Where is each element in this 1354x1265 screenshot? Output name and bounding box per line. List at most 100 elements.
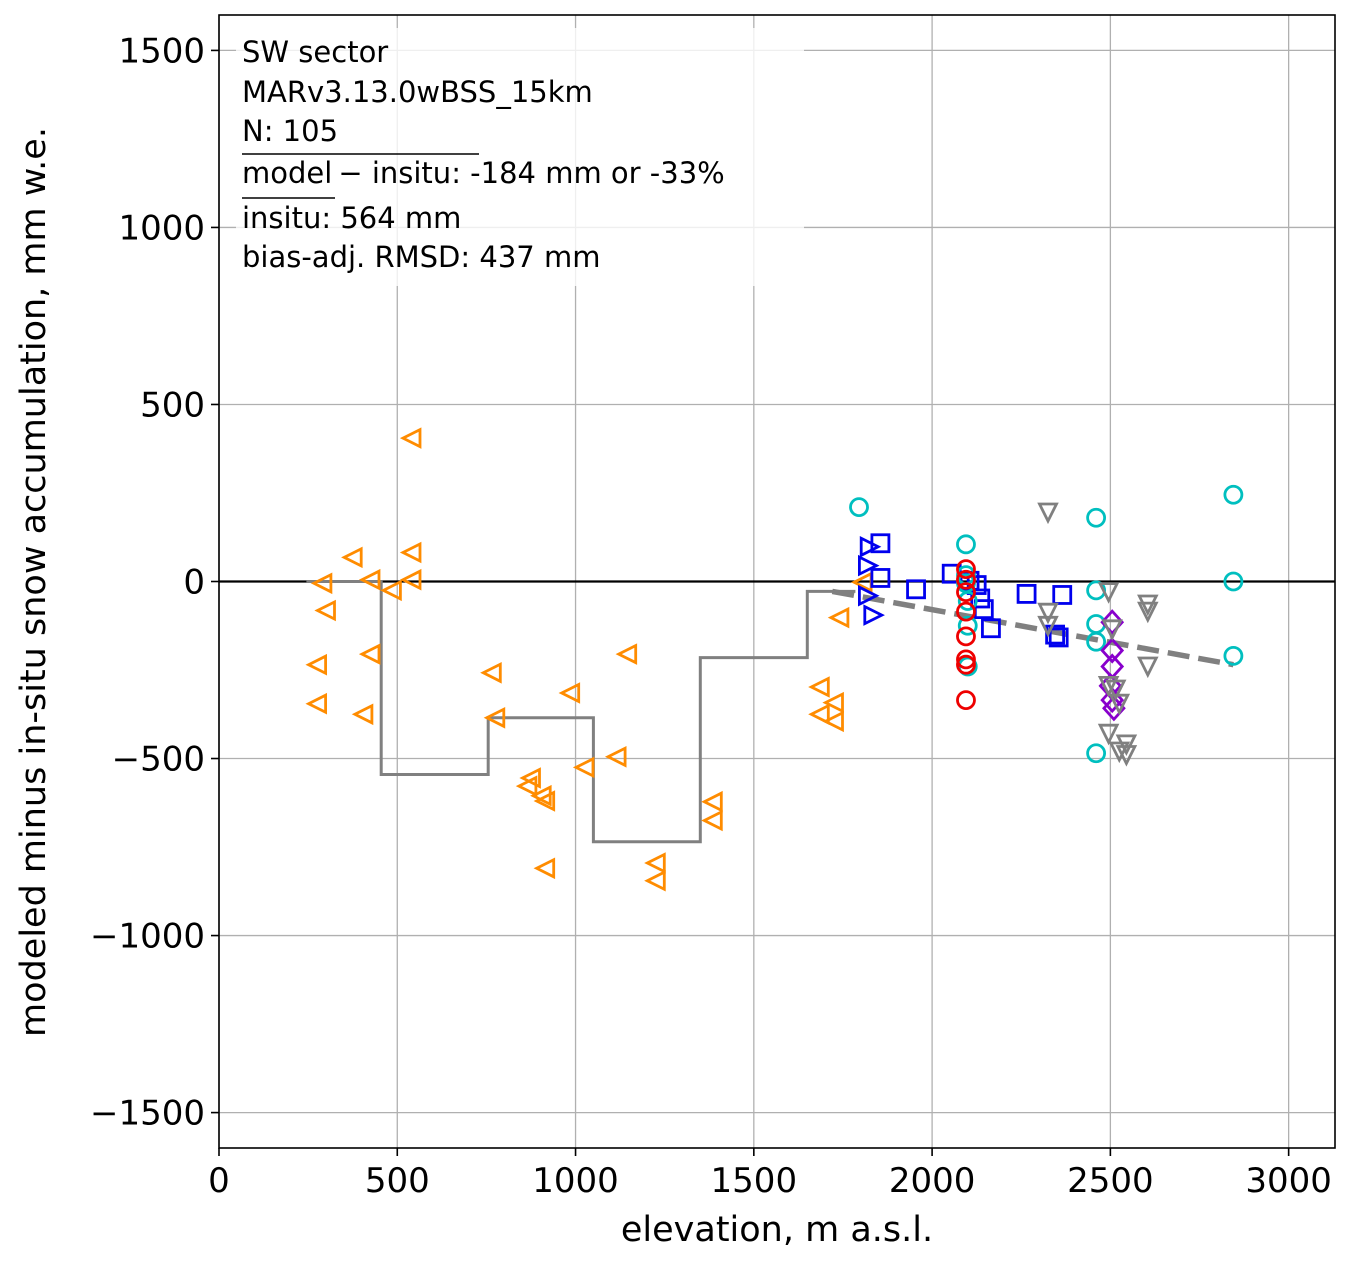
x-tick-label: 1500 bbox=[711, 1161, 798, 1201]
orange-left-triangles-point bbox=[533, 790, 556, 812]
x-tick-label: 2500 bbox=[1067, 1161, 1154, 1201]
purple-diamonds-point bbox=[1100, 609, 1125, 636]
orange-left-triangles-point bbox=[305, 653, 328, 676]
gray-down-triangles-point bbox=[1097, 582, 1120, 604]
linear-trend bbox=[831, 588, 1234, 668]
gray-down-triangles-point bbox=[1037, 615, 1059, 638]
orange-left-triangles-point bbox=[519, 767, 541, 789]
orange-left-triangles-point bbox=[701, 790, 723, 813]
annotation-model: MARv3.13.0wBSS_15km bbox=[242, 75, 593, 109]
gray-down-triangles-point bbox=[1104, 679, 1127, 702]
y-tick-label: 500 bbox=[140, 385, 205, 425]
orange-left-triangles-point bbox=[533, 857, 556, 880]
red-circles-point bbox=[956, 654, 976, 675]
orange-left-triangles-point bbox=[358, 643, 381, 665]
orange-left-triangles-point bbox=[305, 692, 328, 715]
x-tick-label: 1000 bbox=[532, 1161, 619, 1201]
blue-squares-point bbox=[870, 568, 891, 588]
red-circles-point bbox=[956, 569, 976, 590]
orange-left-triangles-point bbox=[615, 643, 638, 665]
y-tick-label: 1500 bbox=[118, 31, 205, 71]
gray-down-triangles-point bbox=[1097, 723, 1120, 746]
binned-mean-step bbox=[306, 580, 856, 844]
red-circles-point bbox=[956, 582, 976, 603]
cyan-circles-point bbox=[957, 615, 978, 636]
annotation-bias: model − insitu: -184 mm or -33% bbox=[242, 156, 725, 190]
red-circles-point bbox=[956, 626, 976, 647]
orange-left-triangles-point bbox=[644, 852, 666, 874]
annotation-bias-rest: − insitu bbox=[338, 156, 451, 190]
gray-down-triangles-point bbox=[1115, 745, 1138, 767]
data-markers bbox=[305, 427, 1244, 892]
x-tick-label: 500 bbox=[365, 1161, 430, 1201]
annotation-mean-value: : 564 mm bbox=[321, 201, 461, 235]
blue-squares-point bbox=[981, 618, 1001, 639]
cyan-circles-point bbox=[1223, 484, 1244, 505]
y-axis-label: modeled minus in-situ snow accumulation,… bbox=[14, 127, 54, 1037]
orange-left-triangles-point bbox=[822, 710, 844, 733]
gray-down-triangles-point bbox=[1037, 602, 1059, 625]
blue-squares-point bbox=[870, 533, 891, 554]
y-tick-label: −1500 bbox=[90, 1094, 205, 1134]
cyan-circles-point bbox=[957, 591, 978, 611]
gray-down-triangles-point bbox=[1137, 656, 1159, 679]
blue-squares-point bbox=[1048, 627, 1069, 648]
orange-left-triangles-point bbox=[644, 869, 666, 892]
annotation-box bbox=[236, 28, 804, 286]
orange-left-triangles-point bbox=[822, 691, 844, 714]
blue-squares-point bbox=[906, 579, 926, 600]
red-circles-point bbox=[956, 690, 976, 711]
gray-down-triangles-point bbox=[1115, 734, 1138, 757]
orange-left-triangles-point bbox=[572, 756, 595, 779]
orange-left-triangles-point bbox=[604, 746, 627, 768]
orange-left-triangles-point bbox=[558, 682, 581, 704]
cyan-circles-point bbox=[1223, 571, 1244, 592]
orange-left-triangles-point bbox=[483, 707, 506, 729]
y-tick-label: 0 bbox=[183, 563, 205, 603]
red-circles-point bbox=[956, 649, 976, 670]
orange-left-triangles-point bbox=[351, 703, 374, 726]
annotation-n: N: 105 bbox=[242, 114, 338, 148]
orange-left-triangles-point bbox=[341, 546, 363, 569]
axis-ticks: 0 500 1000 1500 2000 2500 3000 −1500 −1000 −500 0 5… bbox=[90, 31, 1332, 1201]
y-tick-label: −500 bbox=[112, 740, 205, 780]
orange-left-triangles-point bbox=[808, 676, 830, 698]
red-circles-point bbox=[956, 559, 976, 580]
orange-left-triangles-point bbox=[827, 606, 850, 629]
blue-right-triangles-point bbox=[858, 584, 880, 607]
gray-down-triangles-point bbox=[1101, 619, 1123, 641]
annotation-mean-overlined: insitu bbox=[242, 201, 321, 235]
orange-left-triangles-point bbox=[380, 579, 402, 602]
gray-down-triangles-point bbox=[1108, 741, 1131, 764]
orange-left-triangles-point bbox=[515, 775, 538, 797]
blue-right-triangles-point bbox=[858, 554, 880, 577]
cyan-circles-point bbox=[1086, 631, 1107, 652]
orange-left-triangles-point bbox=[808, 703, 830, 726]
y-tick-label: 1000 bbox=[118, 208, 205, 248]
cyan-circles-point bbox=[956, 534, 976, 555]
annotation-mean: insitu: 564 mm bbox=[242, 201, 461, 235]
blue-right-triangles-point bbox=[863, 604, 885, 626]
y-tick-label: −1000 bbox=[90, 917, 205, 957]
gray-down-triangles-point bbox=[1137, 601, 1159, 624]
orange-left-triangles-point bbox=[399, 427, 422, 449]
x-axis-label: elevation, m a.s.l. bbox=[621, 1210, 933, 1250]
blue-squares-point bbox=[1016, 583, 1037, 604]
cyan-circles-point bbox=[1086, 507, 1107, 528]
purple-diamonds-point bbox=[1102, 695, 1126, 722]
x-tick-label: 3000 bbox=[1245, 1161, 1332, 1201]
gray-down-triangles-point bbox=[1037, 502, 1059, 525]
orange-left-triangles-point bbox=[314, 599, 336, 622]
orange-left-triangles-point bbox=[480, 662, 502, 684]
annotation-bias-overlined: model bbox=[242, 156, 332, 190]
purple-diamonds-point bbox=[1100, 637, 1125, 664]
blue-squares-point bbox=[1052, 585, 1073, 605]
orange-left-triangles-point bbox=[399, 568, 422, 591]
x-tick-label: 2000 bbox=[889, 1161, 976, 1201]
cyan-circles-point bbox=[1223, 645, 1244, 666]
orange-left-triangles-point bbox=[701, 809, 723, 832]
annotation-bias-value: : -184 mm or -33% bbox=[451, 156, 725, 190]
cyan-circles-point bbox=[1086, 743, 1107, 764]
orange-left-triangles-point bbox=[399, 541, 422, 564]
